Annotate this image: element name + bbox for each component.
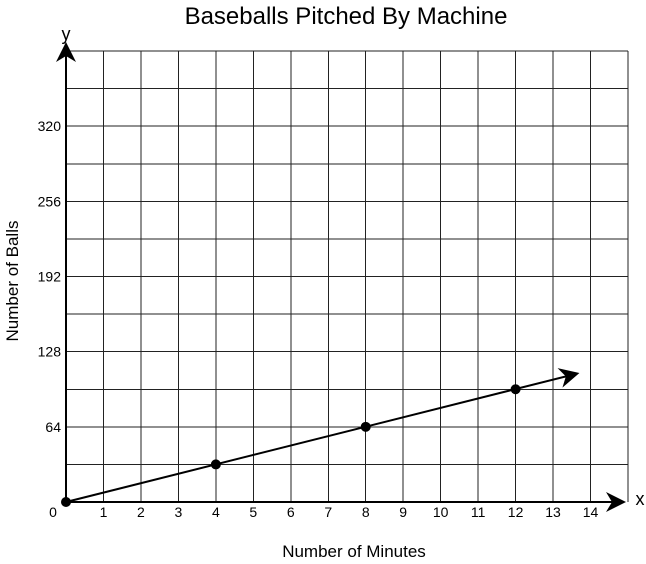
origin-label: 0 xyxy=(49,504,57,520)
y-tick-label: 128 xyxy=(38,344,62,360)
series-layer xyxy=(61,368,580,507)
x-tick-label: 13 xyxy=(545,504,561,520)
grid-layer xyxy=(66,50,629,502)
series-line xyxy=(65,368,580,503)
x-tick-label: 5 xyxy=(249,504,257,520)
x-tick-label: 9 xyxy=(399,504,407,520)
data-point xyxy=(61,497,71,507)
y-axis-letter: y xyxy=(62,24,71,44)
x-tick-label: 12 xyxy=(508,504,524,520)
x-tick-label: 6 xyxy=(287,504,295,520)
x-tick-label: 11 xyxy=(471,504,486,520)
x-tick-label: 1 xyxy=(100,504,108,520)
y-tick-label: 192 xyxy=(38,269,62,285)
x-tick-label: 7 xyxy=(324,504,332,520)
x-tick-label: 8 xyxy=(362,504,370,520)
x-axis-letter: x xyxy=(636,489,645,509)
y-axis-title: Number of Balls xyxy=(3,221,22,342)
y-tick-label: 64 xyxy=(45,419,61,435)
y-tick-label: 320 xyxy=(38,118,62,134)
data-point xyxy=(360,421,371,432)
x-tick-label: 2 xyxy=(137,504,145,520)
x-tick-label: 3 xyxy=(175,504,183,520)
x-tick-label: 4 xyxy=(212,504,220,520)
data-point xyxy=(510,384,521,395)
x-tick-label: 14 xyxy=(583,504,599,520)
x-axis-title: Number of Minutes xyxy=(282,542,426,561)
y-tick-label: 256 xyxy=(38,193,62,209)
chart-title: Baseballs Pitched By Machine xyxy=(185,3,508,30)
data-point xyxy=(210,459,221,470)
x-tick-label: 10 xyxy=(433,504,449,520)
axes-layer xyxy=(56,42,626,512)
